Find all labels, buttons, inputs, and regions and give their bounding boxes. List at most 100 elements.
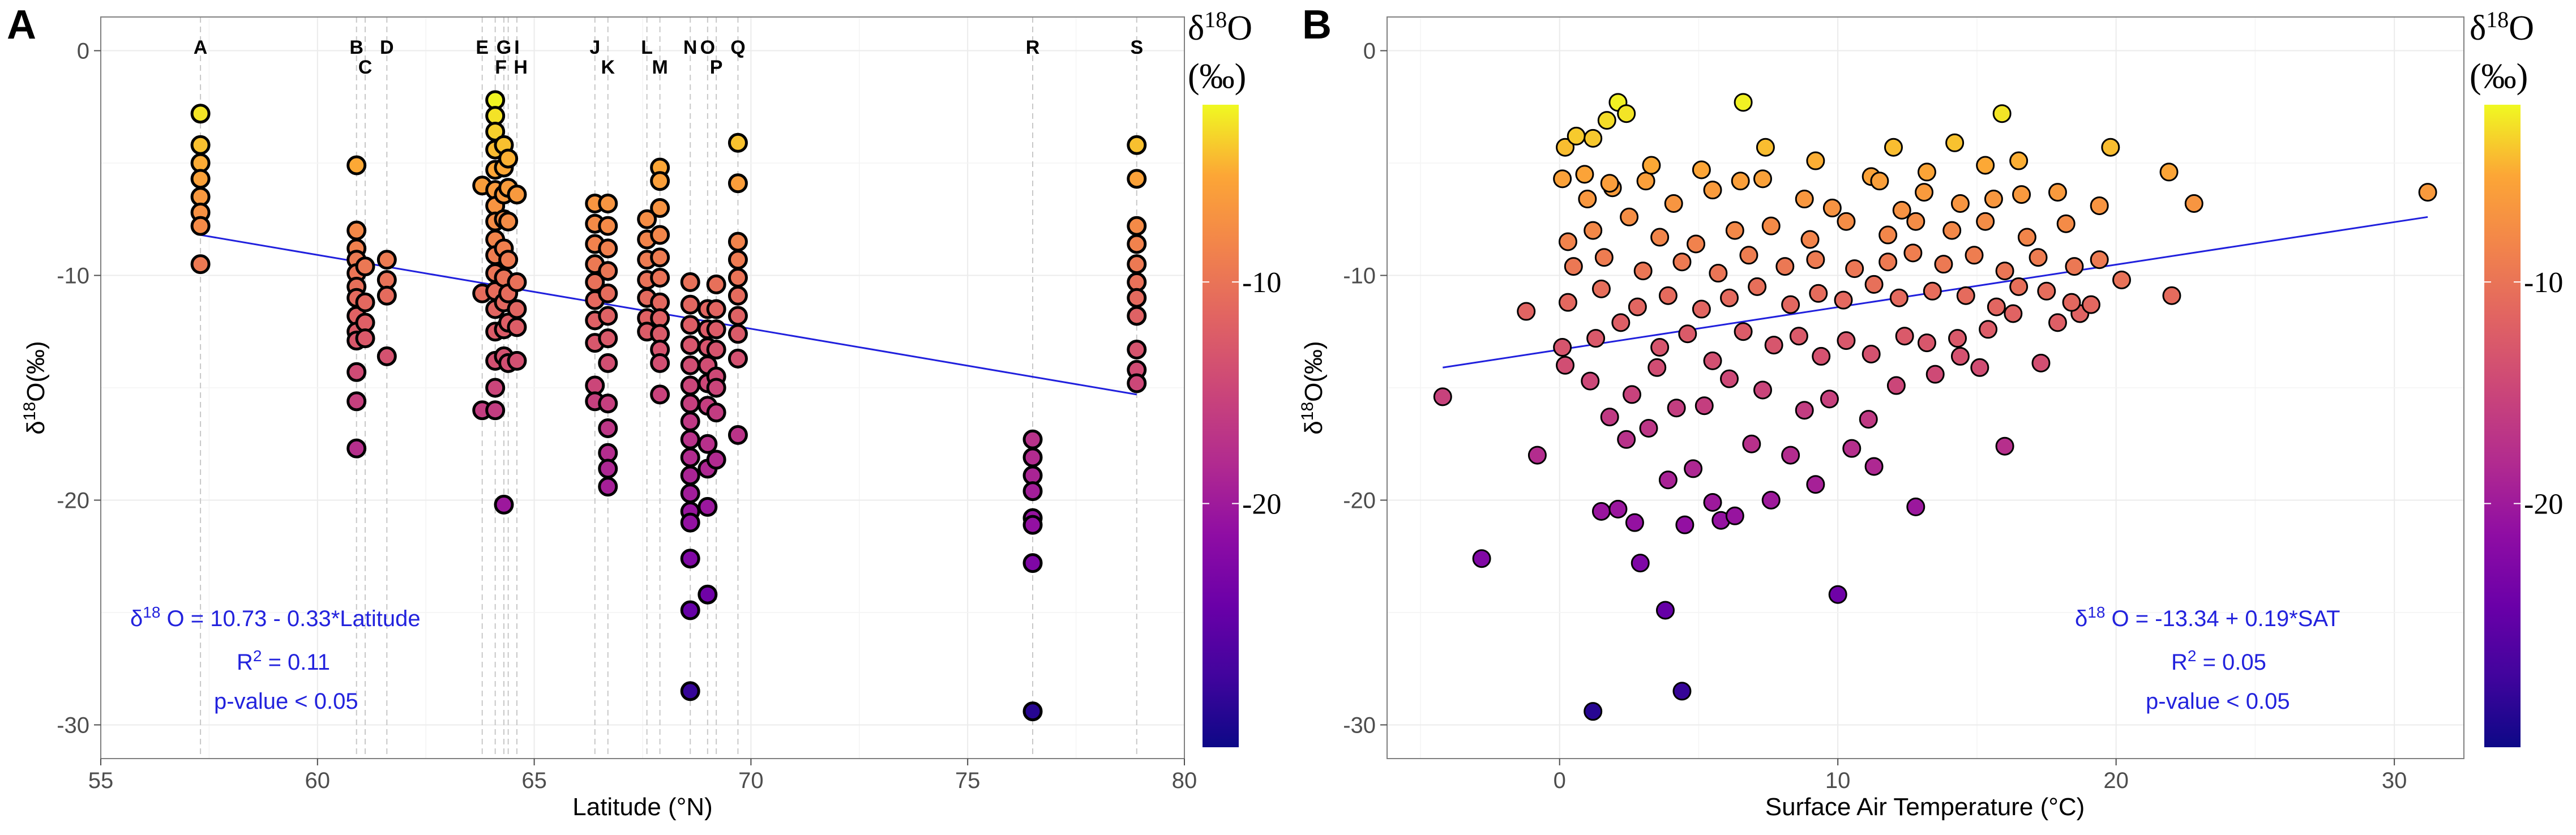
panel-a-point-s bbox=[1127, 169, 1147, 189]
panel-b-r2: R2 = 0.05 bbox=[2171, 647, 2266, 675]
panel-b-point bbox=[1948, 329, 1967, 348]
panel-a-point-p bbox=[706, 299, 726, 319]
panel-b-point bbox=[2184, 194, 2203, 213]
panel-b-point bbox=[1622, 385, 1641, 404]
panel-a-point-k bbox=[598, 306, 618, 326]
panel-b-point bbox=[2112, 270, 2131, 289]
panel-a-point-b bbox=[346, 391, 367, 412]
panel-b-point bbox=[2037, 281, 2056, 301]
panel-b-point bbox=[1694, 396, 1714, 416]
panel-b-point bbox=[1950, 194, 1970, 213]
panel-a-point-m bbox=[650, 225, 670, 245]
site-label-e: E bbox=[476, 37, 489, 58]
panel-a-point-o bbox=[698, 496, 718, 517]
a-x-tick-label: 75 bbox=[955, 768, 981, 793]
panel-b-point bbox=[1739, 246, 1758, 265]
panel-a-point-s bbox=[1127, 135, 1147, 155]
panel-b: B 0 10 20 30 0 -10 -20 -30 Surface Air Tempera… bbox=[1298, 2, 2564, 821]
b-y-tick-label: -20 bbox=[1343, 488, 1376, 513]
panel-b-point bbox=[1684, 459, 1703, 478]
panel-b-x-title: Surface Air Temperature (°C) bbox=[1765, 793, 2085, 821]
panel-b-point bbox=[1834, 290, 1853, 310]
panel-b-point bbox=[1433, 387, 1452, 406]
panel-b-point bbox=[1517, 302, 1536, 321]
panel-a-x-title: Latitude (°N) bbox=[572, 793, 712, 821]
panel-b-point bbox=[1675, 515, 1694, 534]
panel-b-point bbox=[2004, 304, 2023, 323]
panel-a-point-p bbox=[706, 274, 726, 294]
panel-b-point bbox=[1709, 264, 1728, 283]
panel-b-point bbox=[1631, 554, 1650, 573]
panel-b-point bbox=[1527, 446, 1547, 465]
panel-b-point bbox=[1870, 172, 1889, 191]
panel-b-point bbox=[1837, 212, 1856, 231]
panel-a-point-n bbox=[680, 335, 700, 356]
site-label-m: M bbox=[652, 57, 667, 78]
panel-b-point bbox=[1775, 257, 1795, 276]
panel-b-point bbox=[1725, 221, 1744, 240]
panel-b-point bbox=[1658, 470, 1678, 490]
panel-b-point bbox=[1581, 371, 1600, 391]
panel-b-point bbox=[1756, 138, 1775, 157]
a-x-tick-label: 65 bbox=[521, 768, 547, 793]
panel-b-point bbox=[1895, 327, 1914, 346]
panel-a-point-i bbox=[507, 272, 527, 292]
panel-b-x-ticks: 0 10 20 30 bbox=[1554, 759, 2407, 793]
b-x-tick-label: 10 bbox=[1825, 768, 1851, 793]
panel-a-point-d bbox=[376, 285, 397, 306]
panel-b-point bbox=[1822, 198, 1842, 217]
panel-b-point bbox=[1567, 126, 1586, 145]
site-label-s: S bbox=[1130, 37, 1143, 58]
panel-b-point bbox=[1650, 338, 1670, 357]
panel-b-frame bbox=[1387, 16, 2464, 759]
panel-b-point bbox=[1956, 286, 1975, 305]
panel-b-point bbox=[1687, 234, 1706, 254]
panel-a-point-p bbox=[706, 449, 726, 470]
panel-a-point-q bbox=[728, 173, 748, 194]
panel-b-point bbox=[1672, 252, 1692, 272]
panel-a-point-p bbox=[706, 340, 726, 360]
panel-a-point-d bbox=[376, 250, 397, 270]
panel-b-point bbox=[1795, 401, 1814, 420]
panel-a-colorbar-unit: (‰) bbox=[1188, 57, 1246, 96]
panel-a-grid bbox=[100, 17, 1185, 759]
panel-a-point-h bbox=[498, 250, 519, 270]
panel-a-point-n bbox=[680, 294, 700, 315]
panel-b-point bbox=[1734, 322, 1753, 341]
panel-b-point bbox=[1903, 243, 1923, 263]
panel-a-point-n bbox=[680, 393, 700, 414]
panel-b-y-title: δ18O(‰) bbox=[1298, 341, 1328, 434]
panel-a-y-ticks: 0 -10 -20 -30 bbox=[57, 39, 101, 738]
panel-b-point bbox=[1703, 351, 1722, 370]
a-x-tick-label: 80 bbox=[1172, 768, 1197, 793]
panel-b-point bbox=[1976, 212, 1995, 231]
panel-a-point-r bbox=[1022, 515, 1043, 535]
site-label-i: I bbox=[514, 37, 519, 58]
site-label-l: L bbox=[641, 37, 653, 58]
panel-b-point bbox=[1781, 295, 1800, 314]
a-y-tick-label: -10 bbox=[57, 264, 89, 289]
panel-b-point bbox=[1923, 281, 1942, 301]
panel-a-colorbar-title: δ18O bbox=[1188, 7, 1252, 48]
panel-b-point bbox=[1584, 221, 1603, 240]
b-y-tick-label: 0 bbox=[1363, 39, 1376, 64]
panel-b-point bbox=[2418, 183, 2437, 202]
panel-a-point-k bbox=[598, 283, 618, 303]
panel-b-point bbox=[1655, 601, 1675, 620]
panel-a-colorbar-ticks: -10 -20 bbox=[1203, 267, 1281, 520]
panel-a-point-k bbox=[598, 238, 618, 259]
panel-a-point-q bbox=[728, 348, 748, 369]
panel-a-point-m bbox=[650, 267, 670, 288]
site-label-r: R bbox=[1026, 37, 1040, 58]
panel-a-y-title: δ18O(‰) bbox=[20, 341, 50, 434]
panel-a-point-a bbox=[190, 104, 211, 124]
panel-b-point bbox=[1812, 346, 1831, 366]
site-label-g: G bbox=[497, 37, 511, 58]
panel-b-point bbox=[1617, 430, 1636, 449]
panel-a-point-c bbox=[355, 256, 375, 277]
panel-a-point-n bbox=[680, 447, 700, 468]
panel-b-point bbox=[1703, 181, 1722, 200]
panel-a-point-s bbox=[1127, 234, 1147, 254]
panel-a-point-r bbox=[1022, 447, 1043, 468]
